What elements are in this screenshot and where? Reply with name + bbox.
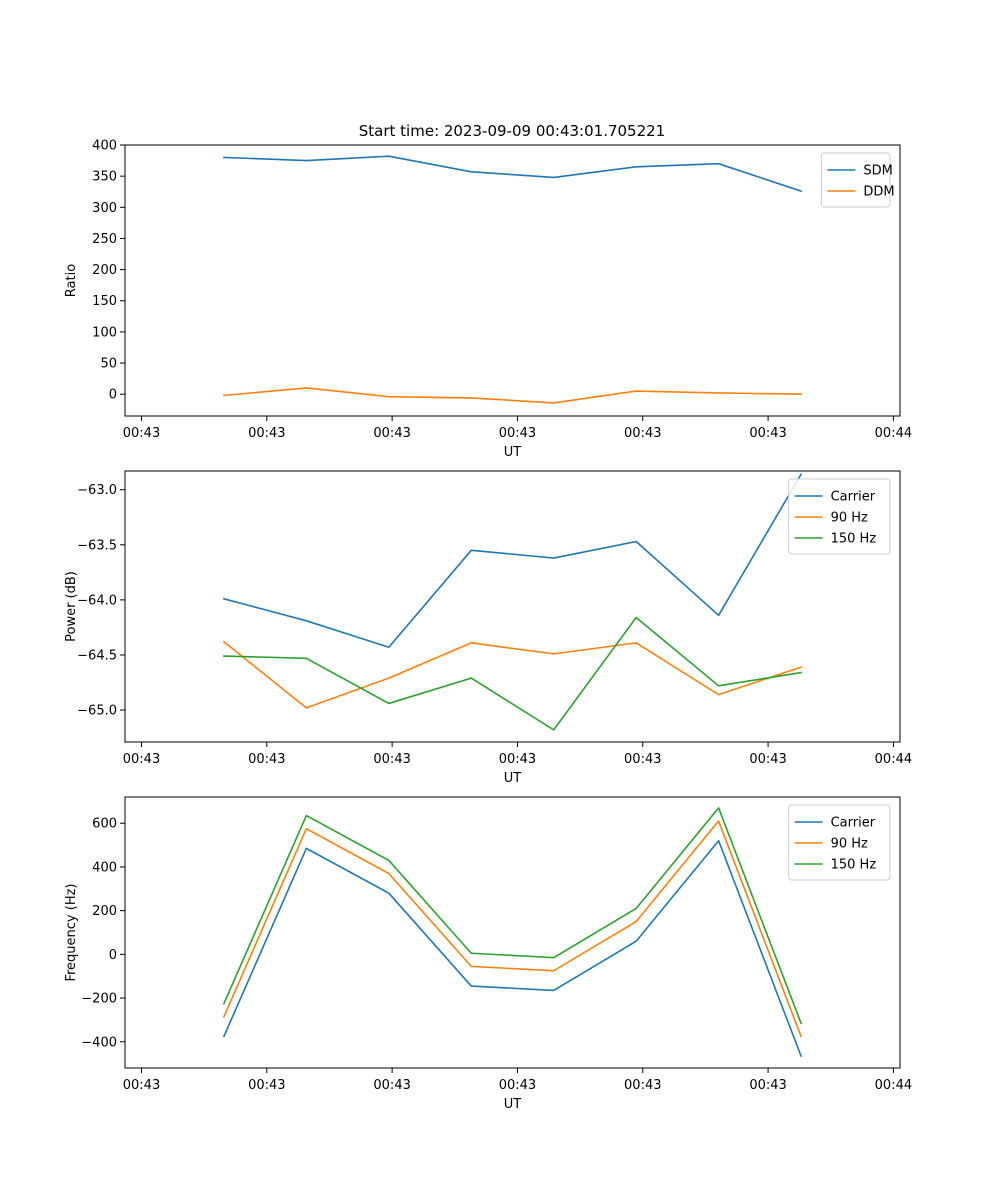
series-line-carrier — [222, 473, 803, 649]
y-tick-label: −63.5 — [77, 538, 117, 553]
subplot-3: −400 −200 0 200 400 600 00:43 00:43 00:43 00:43 00… — [64, 796, 912, 1112]
x-tick-label: 00:43 — [248, 752, 285, 767]
x-axis-label: UT — [504, 445, 522, 460]
subplot-1: 0 50 100 150 200 250 300 350 400 00:43 00:43 00:43 0… — [64, 139, 912, 461]
legend-label: DDM — [863, 185, 894, 200]
y-tick-label: 0 — [109, 388, 117, 403]
x-tick-label: 00:43 — [373, 426, 410, 441]
x-tick-label: 00:44 — [875, 426, 912, 441]
x-tick-label: 00:44 — [875, 1078, 912, 1093]
y-tick-label: −63.0 — [77, 483, 117, 498]
y-tick-label: 400 — [92, 860, 117, 875]
legend-label: Carrier — [831, 816, 876, 831]
y-tick-label: −64.0 — [77, 593, 117, 608]
series-line-sdm — [223, 155, 803, 193]
figure-title: Start time: 2023-09-09 00:43:01.705221 — [359, 122, 665, 140]
subplot-2: −65.0 −64.5 −64.0 −63.5 −63.0 00:43 00:43 00:43… — [64, 470, 912, 786]
legend-box — [820, 152, 891, 208]
series-line-ddm — [223, 387, 802, 404]
y-axis-label: Ratio — [64, 264, 79, 297]
x-tick-label: 00:43 — [624, 1078, 661, 1093]
x-tick-label: 00:43 — [123, 426, 160, 441]
y-tick-label: 150 — [92, 294, 117, 309]
x-tick-label: 00:43 — [248, 426, 285, 441]
x-tick-label: 00:44 — [875, 752, 912, 767]
series-line-90-hz — [222, 820, 803, 1038]
legend-label: 90 Hz — [831, 837, 868, 852]
x-tick-label: 00:43 — [624, 752, 661, 767]
y-tick-label: 300 — [92, 201, 117, 216]
axes-frame — [124, 470, 901, 743]
legend-label: 150 Hz — [831, 532, 877, 547]
legend-box — [788, 478, 891, 555]
y-tick-label: 0 — [109, 948, 117, 963]
series-line-90-hz — [222, 640, 803, 709]
y-axis-label: Power (dB) — [64, 571, 79, 642]
y-tick-label: 400 — [92, 139, 117, 154]
x-tick-label: 00:43 — [749, 752, 786, 767]
subplots-container: 0 50 100 150 200 250 300 350 400 00:43 00:43 00:43 0… — [64, 139, 912, 1113]
y-tick-label: −64.5 — [77, 648, 117, 663]
axes-frame — [124, 144, 901, 417]
y-tick-label: 350 — [92, 170, 117, 185]
y-axis-label: Frequency (Hz) — [64, 883, 79, 981]
y-tick-label: 100 — [92, 325, 117, 340]
legend: SDM DDM — [820, 152, 895, 208]
y-tick-label: 200 — [92, 263, 117, 278]
legend-label: 90 Hz — [831, 511, 868, 526]
x-tick-label: 00:43 — [499, 1078, 536, 1093]
legend-label: 150 Hz — [831, 858, 877, 873]
x-tick-label: 00:43 — [123, 752, 160, 767]
legend-label: SDM — [863, 164, 892, 179]
x-tick-label: 00:43 — [499, 426, 536, 441]
axes-frame — [124, 796, 901, 1069]
x-tick-label: 00:43 — [373, 752, 410, 767]
x-tick-label: 00:43 — [248, 1078, 285, 1093]
x-tick-label: 00:43 — [373, 1078, 410, 1093]
y-tick-label: 50 — [100, 357, 117, 372]
series-line-150-hz — [223, 616, 802, 731]
x-tick-label: 00:43 — [624, 426, 661, 441]
legend: Carrier 90 Hz 150 Hz — [788, 804, 891, 881]
legend: Carrier 90 Hz 150 Hz — [788, 478, 891, 555]
x-tick-label: 00:43 — [749, 426, 786, 441]
y-tick-label: −65.0 — [77, 704, 117, 719]
series-line-carrier — [222, 839, 803, 1058]
series-line-150-hz — [222, 807, 803, 1025]
x-axis-label: UT — [504, 1097, 522, 1112]
y-tick-label: −400 — [81, 1035, 117, 1050]
legend-label: Carrier — [831, 490, 876, 505]
x-tick-label: 00:43 — [499, 752, 536, 767]
y-tick-label: −200 — [81, 992, 117, 1007]
y-tick-label: 250 — [92, 232, 117, 247]
x-axis-label: UT — [504, 771, 522, 786]
x-tick-label: 00:43 — [749, 1078, 786, 1093]
y-tick-label: 200 — [92, 904, 117, 919]
x-tick-label: 00:43 — [123, 1078, 160, 1093]
legend-box — [788, 804, 891, 881]
y-tick-label: 600 — [92, 817, 117, 832]
